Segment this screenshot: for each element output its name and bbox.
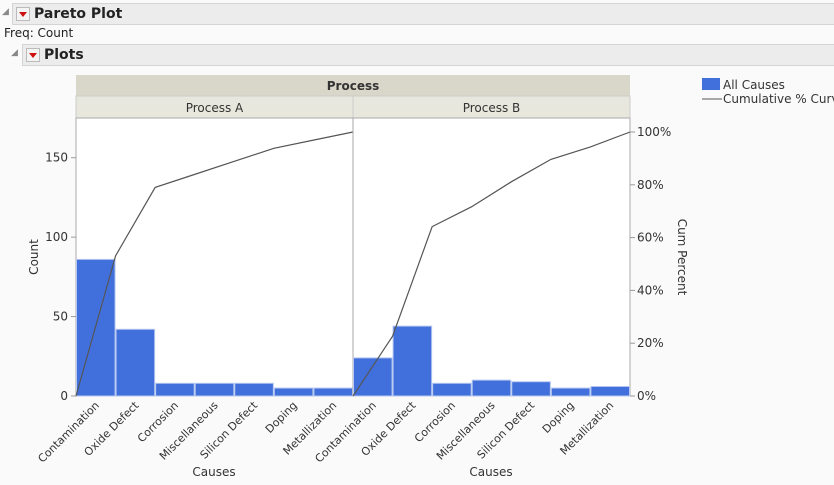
x-axis-label-b: Causes — [469, 465, 512, 479]
y-tick-label: 0 — [60, 389, 68, 403]
legend-bar-swatch — [702, 78, 720, 90]
bar-contamination[interactable] — [353, 357, 393, 397]
cumulative-curve — [352, 131, 631, 397]
y-tick-label: 150 — [45, 151, 68, 165]
y-axis-label: Count — [27, 239, 41, 275]
panel-title: Process B — [463, 101, 521, 115]
bar-metallization[interactable] — [313, 387, 353, 397]
y2-tick-label: 20% — [637, 336, 664, 350]
bar-silicon-defect[interactable] — [511, 381, 551, 397]
bar-metallization[interactable] — [590, 385, 631, 397]
bar-miscellaneous[interactable] — [471, 379, 512, 397]
bar-doping[interactable] — [550, 387, 591, 397]
bar-doping[interactable] — [273, 387, 314, 397]
red-triangle-menu-icon[interactable] — [16, 7, 30, 21]
outline-title: Pareto Plot — [34, 6, 123, 22]
bar-silicon-defect[interactable] — [234, 382, 274, 397]
y2-axis-label: Cum Percent — [675, 219, 689, 296]
group-header — [76, 75, 630, 96]
y-tick-label: 100 — [45, 230, 68, 244]
x-axis-label-a: Causes — [192, 465, 235, 479]
x-tick-label: Doping — [263, 399, 300, 436]
y-tick-label: 50 — [53, 310, 68, 324]
group-title: Process — [327, 79, 380, 93]
freq-label: Freq: Count — [4, 26, 74, 40]
legend-line-label: Cumulative % Curve — [723, 92, 834, 106]
bar-miscellaneous[interactable] — [194, 382, 235, 397]
y2-tick-label: 40% — [637, 283, 664, 297]
bar-corrosion[interactable] — [432, 382, 472, 397]
y2-tick-label: 80% — [637, 178, 664, 192]
cumulative-curve — [75, 131, 354, 397]
legend-bar-label: All Causes — [723, 78, 785, 92]
panel-title: Process A — [186, 101, 244, 115]
collapse-triangle-icon[interactable]: ◢ — [2, 7, 9, 17]
x-tick-label: Doping — [540, 399, 577, 436]
plots-outline-header[interactable]: Plots — [22, 44, 834, 66]
y2-tick-label: 60% — [637, 231, 664, 245]
bar-oxide-defect[interactable] — [115, 328, 156, 397]
red-triangle-menu-icon[interactable] — [26, 48, 40, 62]
y2-tick-label: 100% — [637, 125, 671, 139]
y2-tick-label: 0% — [637, 389, 656, 403]
collapse-triangle-icon[interactable]: ◢ — [11, 48, 18, 58]
plots-title: Plots — [44, 47, 84, 63]
bar-oxide-defect[interactable] — [392, 325, 433, 397]
pareto-plot-outline-header[interactable]: Pareto Plot — [12, 3, 834, 25]
bar-corrosion[interactable] — [155, 382, 195, 397]
